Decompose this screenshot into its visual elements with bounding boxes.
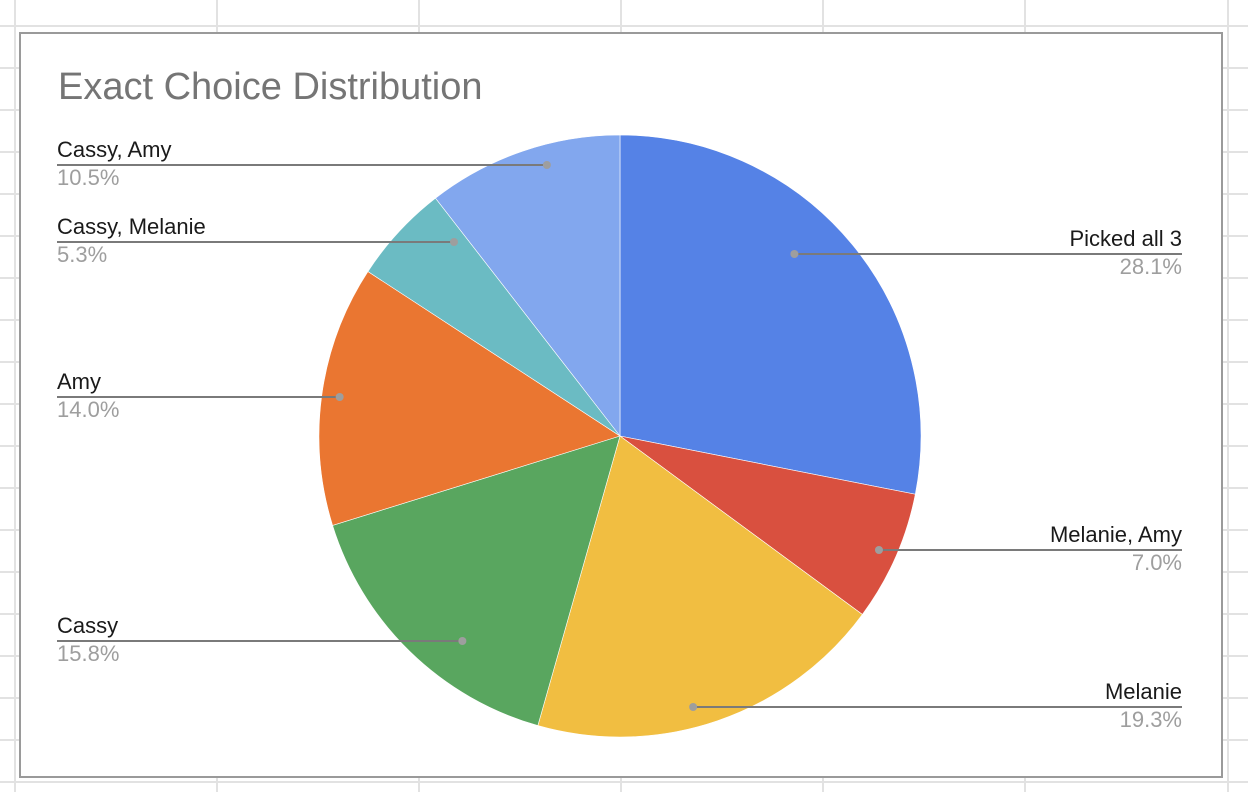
slice-name: Cassy, Amy xyxy=(57,137,172,162)
chart-title: Exact Choice Distribution xyxy=(58,66,483,108)
leader-dot xyxy=(449,238,458,246)
pie-slice-cassy[interactable] xyxy=(332,435,621,726)
slice-percent: 15.8% xyxy=(57,641,120,666)
leader-dot xyxy=(790,250,799,258)
slice-label-melanie-amy: Melanie, Amy 7.0% xyxy=(1050,522,1182,576)
slice-name: Amy xyxy=(57,369,101,394)
slice-percent: 5.3% xyxy=(57,242,108,267)
slice-label-melanie: Melanie 19.3% xyxy=(1105,679,1182,733)
pie-slice-melanie[interactable] xyxy=(537,435,863,738)
slice-percent: 7.0% xyxy=(1131,550,1182,575)
leader-dot xyxy=(458,637,467,645)
pie-slice-picked-all-3[interactable] xyxy=(619,134,922,495)
slice-label-cassy-amy: Cassy, Amy 10.5% xyxy=(57,137,172,191)
slice-percent: 14.0% xyxy=(57,397,120,422)
leader-dot xyxy=(689,703,698,711)
slice-label-amy: Amy 14.0% xyxy=(57,369,119,423)
leader-dot xyxy=(874,546,883,554)
slice-label-cassy-melanie: Cassy, Melanie 5.3% xyxy=(57,214,206,268)
pie-slice-amy[interactable] xyxy=(318,271,621,526)
slice-name: Picked all 3 xyxy=(1069,226,1182,251)
pie-slice-melanie-amy[interactable] xyxy=(619,435,916,615)
slice-name: Cassy, Melanie xyxy=(57,214,206,239)
slice-label-cassy: Cassy 15.8% xyxy=(57,613,119,667)
slice-name: Melanie, Amy xyxy=(1049,522,1182,547)
slice-percent: 19.3% xyxy=(1119,707,1182,732)
slice-name: Melanie xyxy=(1104,679,1182,704)
slice-percent: 10.5% xyxy=(57,165,120,190)
slice-percent: 28.1% xyxy=(1119,254,1182,279)
slice-label-picked-all-3: Picked all 3 28.1% xyxy=(1069,226,1182,280)
leader-dot xyxy=(542,161,551,169)
slice-name: Cassy xyxy=(57,613,119,638)
leader-dot xyxy=(335,393,344,401)
pie-slice-cassy-amy[interactable] xyxy=(435,134,621,437)
